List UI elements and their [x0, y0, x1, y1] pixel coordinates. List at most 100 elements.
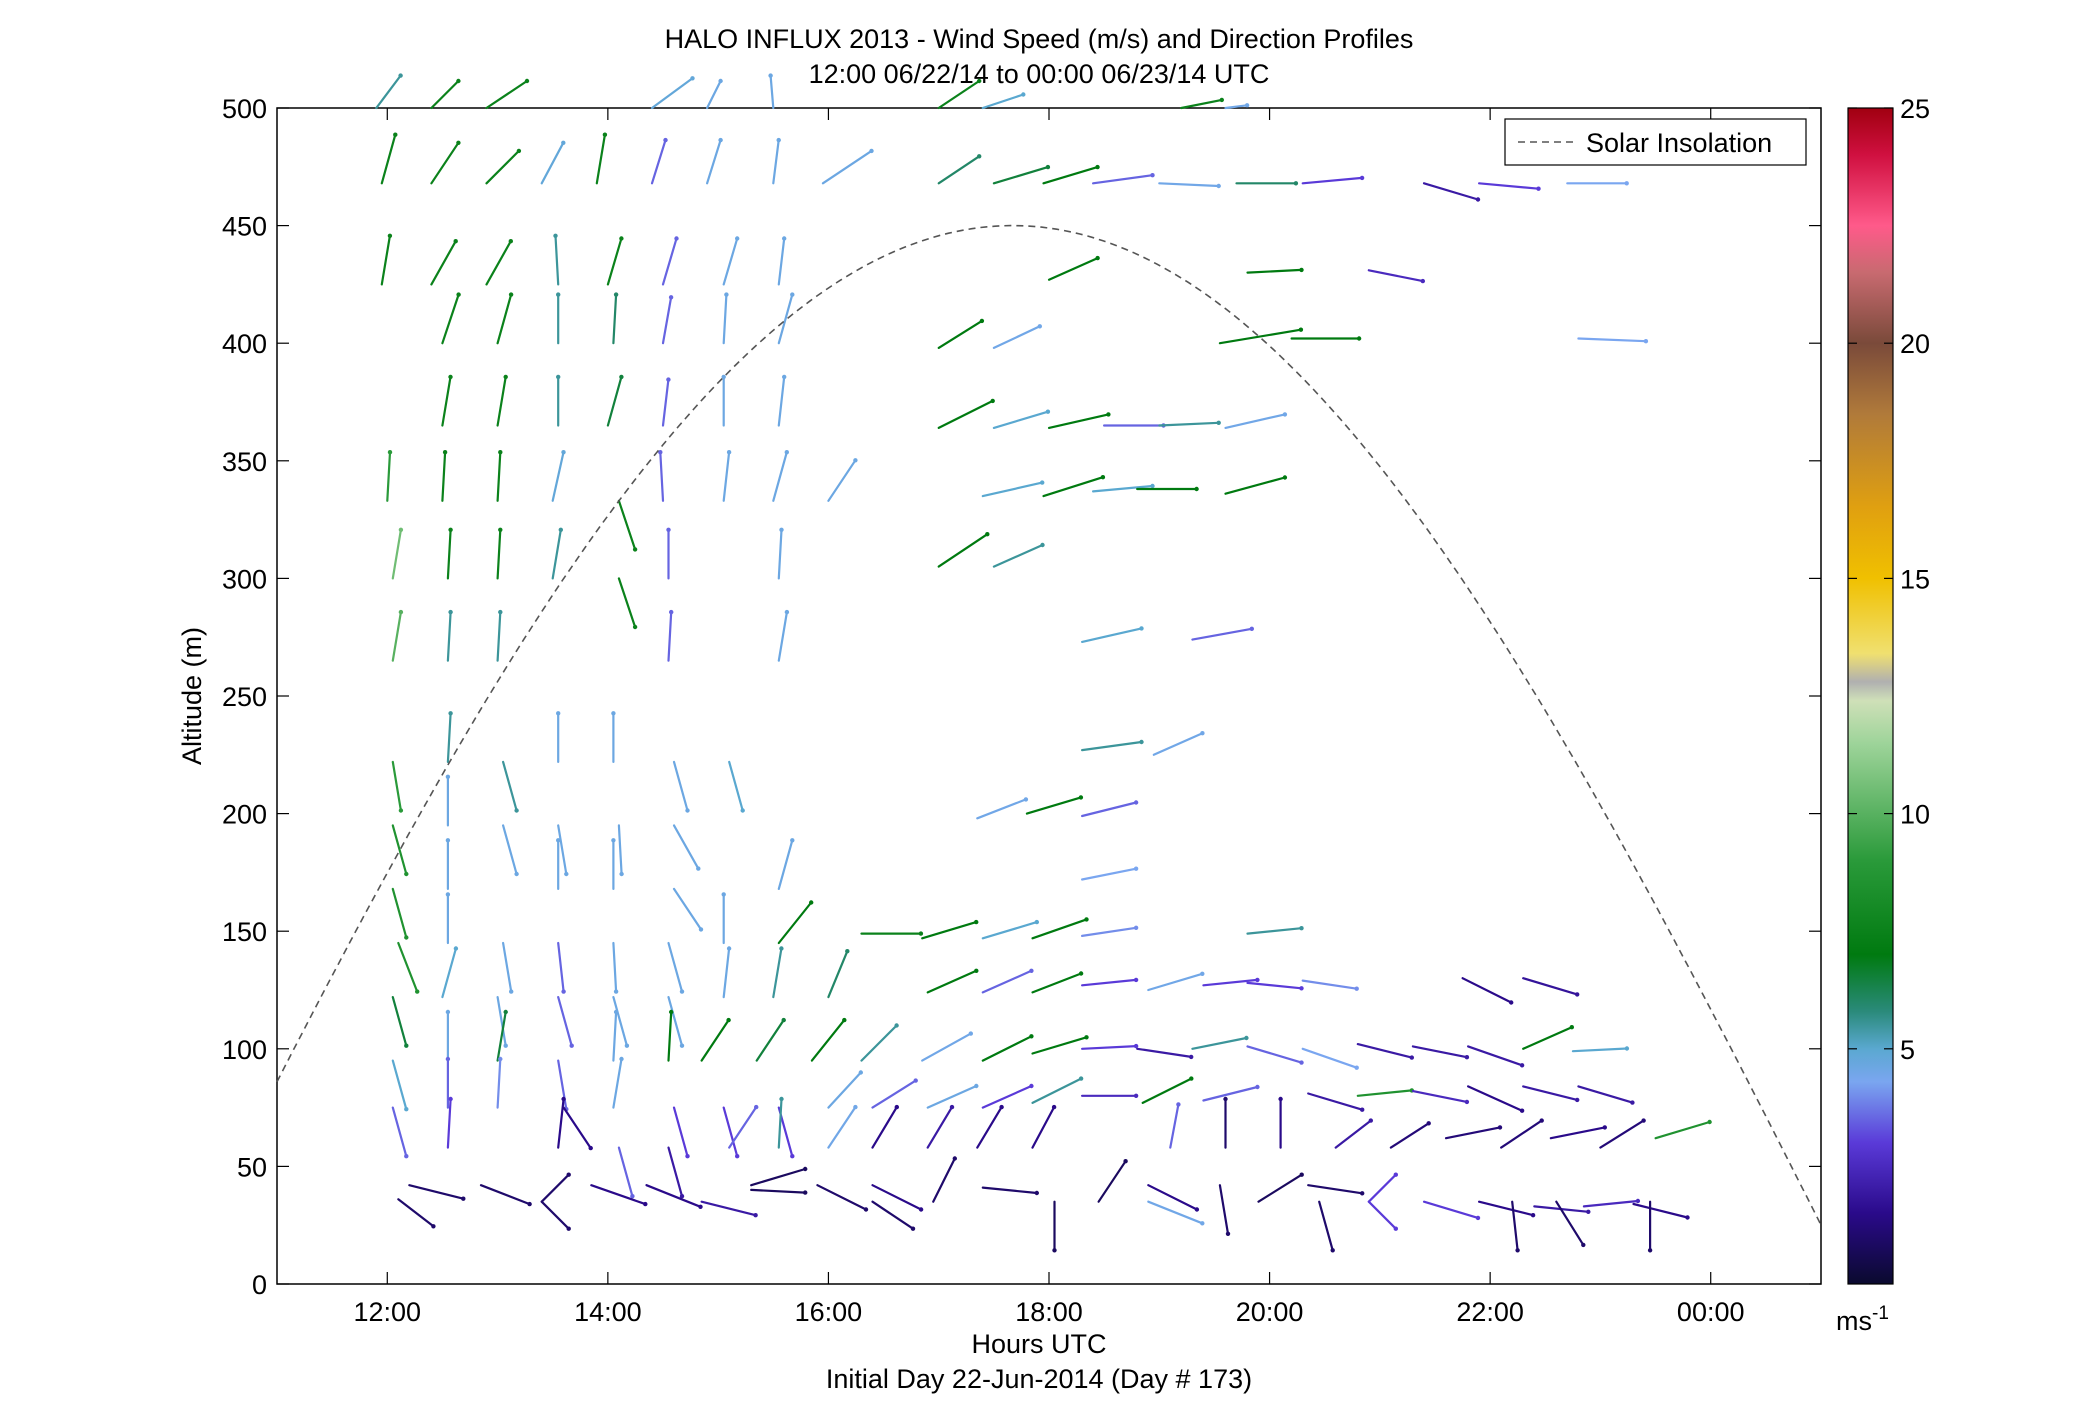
- wind-vector-shaft: [391, 887, 408, 939]
- colorbar-tick-label: 20: [1900, 329, 1930, 359]
- wind-vector-shaft: [612, 293, 618, 345]
- wind-vector-head: [1360, 1107, 1365, 1112]
- wind-vector-head: [1216, 183, 1221, 189]
- wind-vector: [540, 140, 566, 185]
- wind-vector-head: [779, 1096, 784, 1102]
- wind-vector: [722, 1106, 740, 1159]
- wind-vector: [1318, 1200, 1335, 1253]
- wind-vector: [557, 1096, 566, 1149]
- wind-vector-head: [1139, 626, 1144, 631]
- wind-vector-shaft: [777, 1097, 783, 1149]
- y-tick-label: 450: [222, 212, 267, 242]
- plot-area: 12:00 14:00 16:00 18:00 20:00 22:00 00:00 0 50 1…: [222, 73, 1822, 1327]
- wind-vector-head: [564, 871, 569, 877]
- wind-vector-head: [643, 1201, 648, 1207]
- wind-vector-shaft: [1411, 1045, 1469, 1059]
- wind-vector-shaft: [722, 947, 731, 999]
- legend-box: Solar Insolation: [1504, 118, 1807, 166]
- wind-vector: [1080, 626, 1144, 644]
- wind-vector-shaft: [1141, 1077, 1193, 1105]
- wind-vector-shaft: [1356, 1042, 1413, 1059]
- wind-vector-head: [658, 450, 663, 455]
- wind-vector-head: [754, 1104, 759, 1110]
- wind-vector-shaft: [446, 712, 452, 764]
- wind-vector-head: [985, 532, 990, 537]
- colorbar-tick-label: 10: [1900, 800, 1930, 830]
- colorbar-gradient: [1847, 107, 1894, 1285]
- wind-vector-shaft: [667, 1010, 673, 1062]
- wind-vector-shaft: [1307, 1092, 1364, 1111]
- wind-vector: [617, 577, 638, 630]
- wind-vector-head: [1685, 1215, 1690, 1220]
- wind-vector-head: [968, 1031, 973, 1036]
- wind-vector: [1389, 1121, 1431, 1149]
- wind-vector-shaft: [557, 941, 565, 993]
- wind-vector: [496, 292, 514, 345]
- wind-vector: [777, 292, 795, 345]
- wind-vector-shaft: [617, 1146, 634, 1198]
- wind-vector: [1202, 977, 1260, 987]
- wind-vector: [722, 292, 729, 345]
- wind-vector: [445, 838, 451, 891]
- wind-vector: [1599, 1118, 1646, 1149]
- wind-vector-head: [619, 236, 624, 241]
- wind-vector-shaft: [557, 995, 573, 1047]
- wind-vector: [1477, 1200, 1536, 1218]
- wind-vector-shaft: [1218, 1184, 1230, 1235]
- wind-vector: [1080, 925, 1139, 938]
- wind-vector: [1246, 926, 1304, 935]
- wind-vector-head: [1189, 1076, 1194, 1081]
- wind-vector: [810, 1017, 847, 1062]
- wind-vector-head: [632, 624, 638, 630]
- wind-vector-head: [442, 450, 448, 455]
- wind-vector-shaft: [391, 824, 408, 876]
- wind-vector-head: [619, 374, 624, 380]
- wind-vector-head: [1359, 175, 1365, 181]
- wind-vector: [661, 295, 674, 345]
- wind-vector: [1367, 269, 1426, 284]
- wind-vector-shaft: [667, 995, 684, 1047]
- wind-vector-shaft: [981, 969, 1033, 994]
- wind-vector-shaft: [485, 79, 529, 110]
- wind-vector-head: [726, 1017, 731, 1023]
- wind-vector-head: [561, 450, 566, 455]
- wind-vector-head: [790, 292, 795, 297]
- wind-vector: [700, 1200, 758, 1218]
- wind-vector: [612, 1009, 619, 1062]
- wind-vector-shaft: [1522, 1026, 1573, 1050]
- wind-vector-shaft: [921, 1032, 972, 1062]
- wind-vector-shaft: [1477, 182, 1540, 190]
- wind-vector: [1257, 1172, 1304, 1203]
- wind-vector: [391, 609, 404, 662]
- wind-vector-shaft: [1466, 1045, 1524, 1067]
- wind-vector-shaft: [871, 1184, 923, 1211]
- wind-vector-head: [619, 871, 624, 877]
- wind-vector: [1031, 1076, 1084, 1105]
- wind-vector-head: [974, 968, 979, 973]
- wind-vector: [1080, 800, 1139, 818]
- wind-vector-head: [735, 1154, 740, 1159]
- wind-vector: [1334, 1118, 1374, 1149]
- wind-vector-head: [718, 78, 723, 84]
- wind-vector-head: [602, 132, 608, 137]
- wind-vector-shaft: [1522, 977, 1579, 996]
- wind-vector: [445, 892, 451, 945]
- wind-vector: [1307, 1184, 1365, 1196]
- wind-vector: [1555, 1200, 1586, 1248]
- wind-vector-shaft: [1257, 1173, 1303, 1203]
- wind-vector: [981, 1034, 1034, 1062]
- wind-vector-shaft: [1042, 166, 1099, 185]
- wind-vector-shaft: [981, 1035, 1033, 1062]
- wind-vector: [1246, 981, 1304, 991]
- wind-vector: [617, 824, 624, 877]
- wind-vector-shaft: [750, 1188, 807, 1194]
- wind-vector-head: [1139, 739, 1144, 745]
- wind-vector: [1080, 977, 1139, 987]
- wind-vector-shaft: [722, 1106, 739, 1158]
- wind-vector-shaft: [976, 1105, 1003, 1149]
- wind-vector: [1180, 97, 1225, 110]
- wind-vector: [496, 995, 508, 1048]
- wind-vector-head: [669, 609, 674, 615]
- wind-vector: [926, 1083, 979, 1109]
- wind-vector: [937, 154, 982, 185]
